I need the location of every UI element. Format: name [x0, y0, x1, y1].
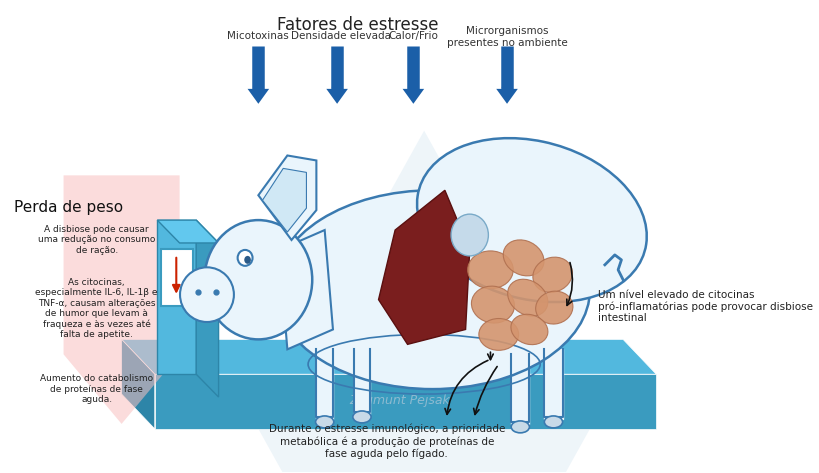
- Polygon shape: [247, 89, 269, 104]
- Polygon shape: [402, 89, 423, 104]
- Ellipse shape: [471, 286, 514, 323]
- Polygon shape: [544, 350, 562, 419]
- Ellipse shape: [180, 267, 233, 322]
- Ellipse shape: [238, 250, 252, 266]
- Text: Densidade elevada: Densidade elevada: [291, 31, 391, 41]
- Polygon shape: [258, 131, 589, 473]
- Ellipse shape: [450, 214, 488, 256]
- Ellipse shape: [507, 279, 547, 316]
- Ellipse shape: [467, 251, 513, 289]
- Ellipse shape: [274, 190, 589, 389]
- Ellipse shape: [532, 257, 572, 292]
- Polygon shape: [278, 230, 333, 350]
- Polygon shape: [495, 89, 517, 104]
- Ellipse shape: [510, 314, 547, 345]
- Ellipse shape: [503, 240, 543, 276]
- Text: A disbiose pode causar
uma redução no consumo
de ração.: A disbiose pode causar uma redução no co…: [38, 225, 156, 255]
- Text: Aumento do catabolismo
de proteínas de fase
aguda.: Aumento do catabolismo de proteínas de f…: [40, 374, 153, 404]
- Polygon shape: [510, 354, 529, 424]
- Ellipse shape: [315, 416, 333, 428]
- Polygon shape: [316, 350, 333, 419]
- Ellipse shape: [544, 416, 562, 428]
- Text: Zygmunt Pejsak: Zygmunt Pejsak: [348, 394, 449, 407]
- Text: As citocinas,
especialmente IL-6, IL-1β e
TNF-α, causam alterações
de humor que : As citocinas, especialmente IL-6, IL-1β …: [35, 278, 158, 339]
- Polygon shape: [326, 89, 347, 104]
- Polygon shape: [258, 156, 316, 240]
- Text: Durante o estresse imunológico, a prioridade
metabólica é a produção de proteína: Durante o estresse imunológico, a priori…: [269, 424, 505, 459]
- Ellipse shape: [244, 256, 251, 264]
- Polygon shape: [353, 350, 370, 414]
- Polygon shape: [10, 175, 179, 424]
- Ellipse shape: [204, 220, 312, 340]
- Polygon shape: [121, 340, 655, 374]
- Ellipse shape: [535, 291, 572, 324]
- Polygon shape: [121, 340, 155, 429]
- Ellipse shape: [478, 318, 518, 350]
- Polygon shape: [262, 168, 306, 232]
- Text: Calor/Frio: Calor/Frio: [388, 31, 438, 41]
- Text: Fatores de estresse: Fatores de estresse: [277, 16, 438, 35]
- Polygon shape: [378, 190, 469, 344]
- Text: Microrganismos
presentes no ambiente: Microrganismos presentes no ambiente: [446, 26, 567, 48]
- Text: Um nível elevado de citocinas
pró-inflamatórias pode provocar disbiose
intestina: Um nível elevado de citocinas pró-inflam…: [598, 289, 812, 324]
- Text: Perda de peso: Perda de peso: [14, 200, 123, 215]
- Polygon shape: [155, 374, 655, 429]
- FancyBboxPatch shape: [161, 249, 192, 306]
- Ellipse shape: [417, 138, 646, 302]
- Polygon shape: [157, 220, 196, 374]
- Polygon shape: [196, 220, 219, 397]
- Ellipse shape: [352, 411, 371, 423]
- Text: Micotoxinas: Micotoxinas: [227, 31, 289, 41]
- Ellipse shape: [510, 421, 529, 433]
- Polygon shape: [157, 220, 219, 243]
